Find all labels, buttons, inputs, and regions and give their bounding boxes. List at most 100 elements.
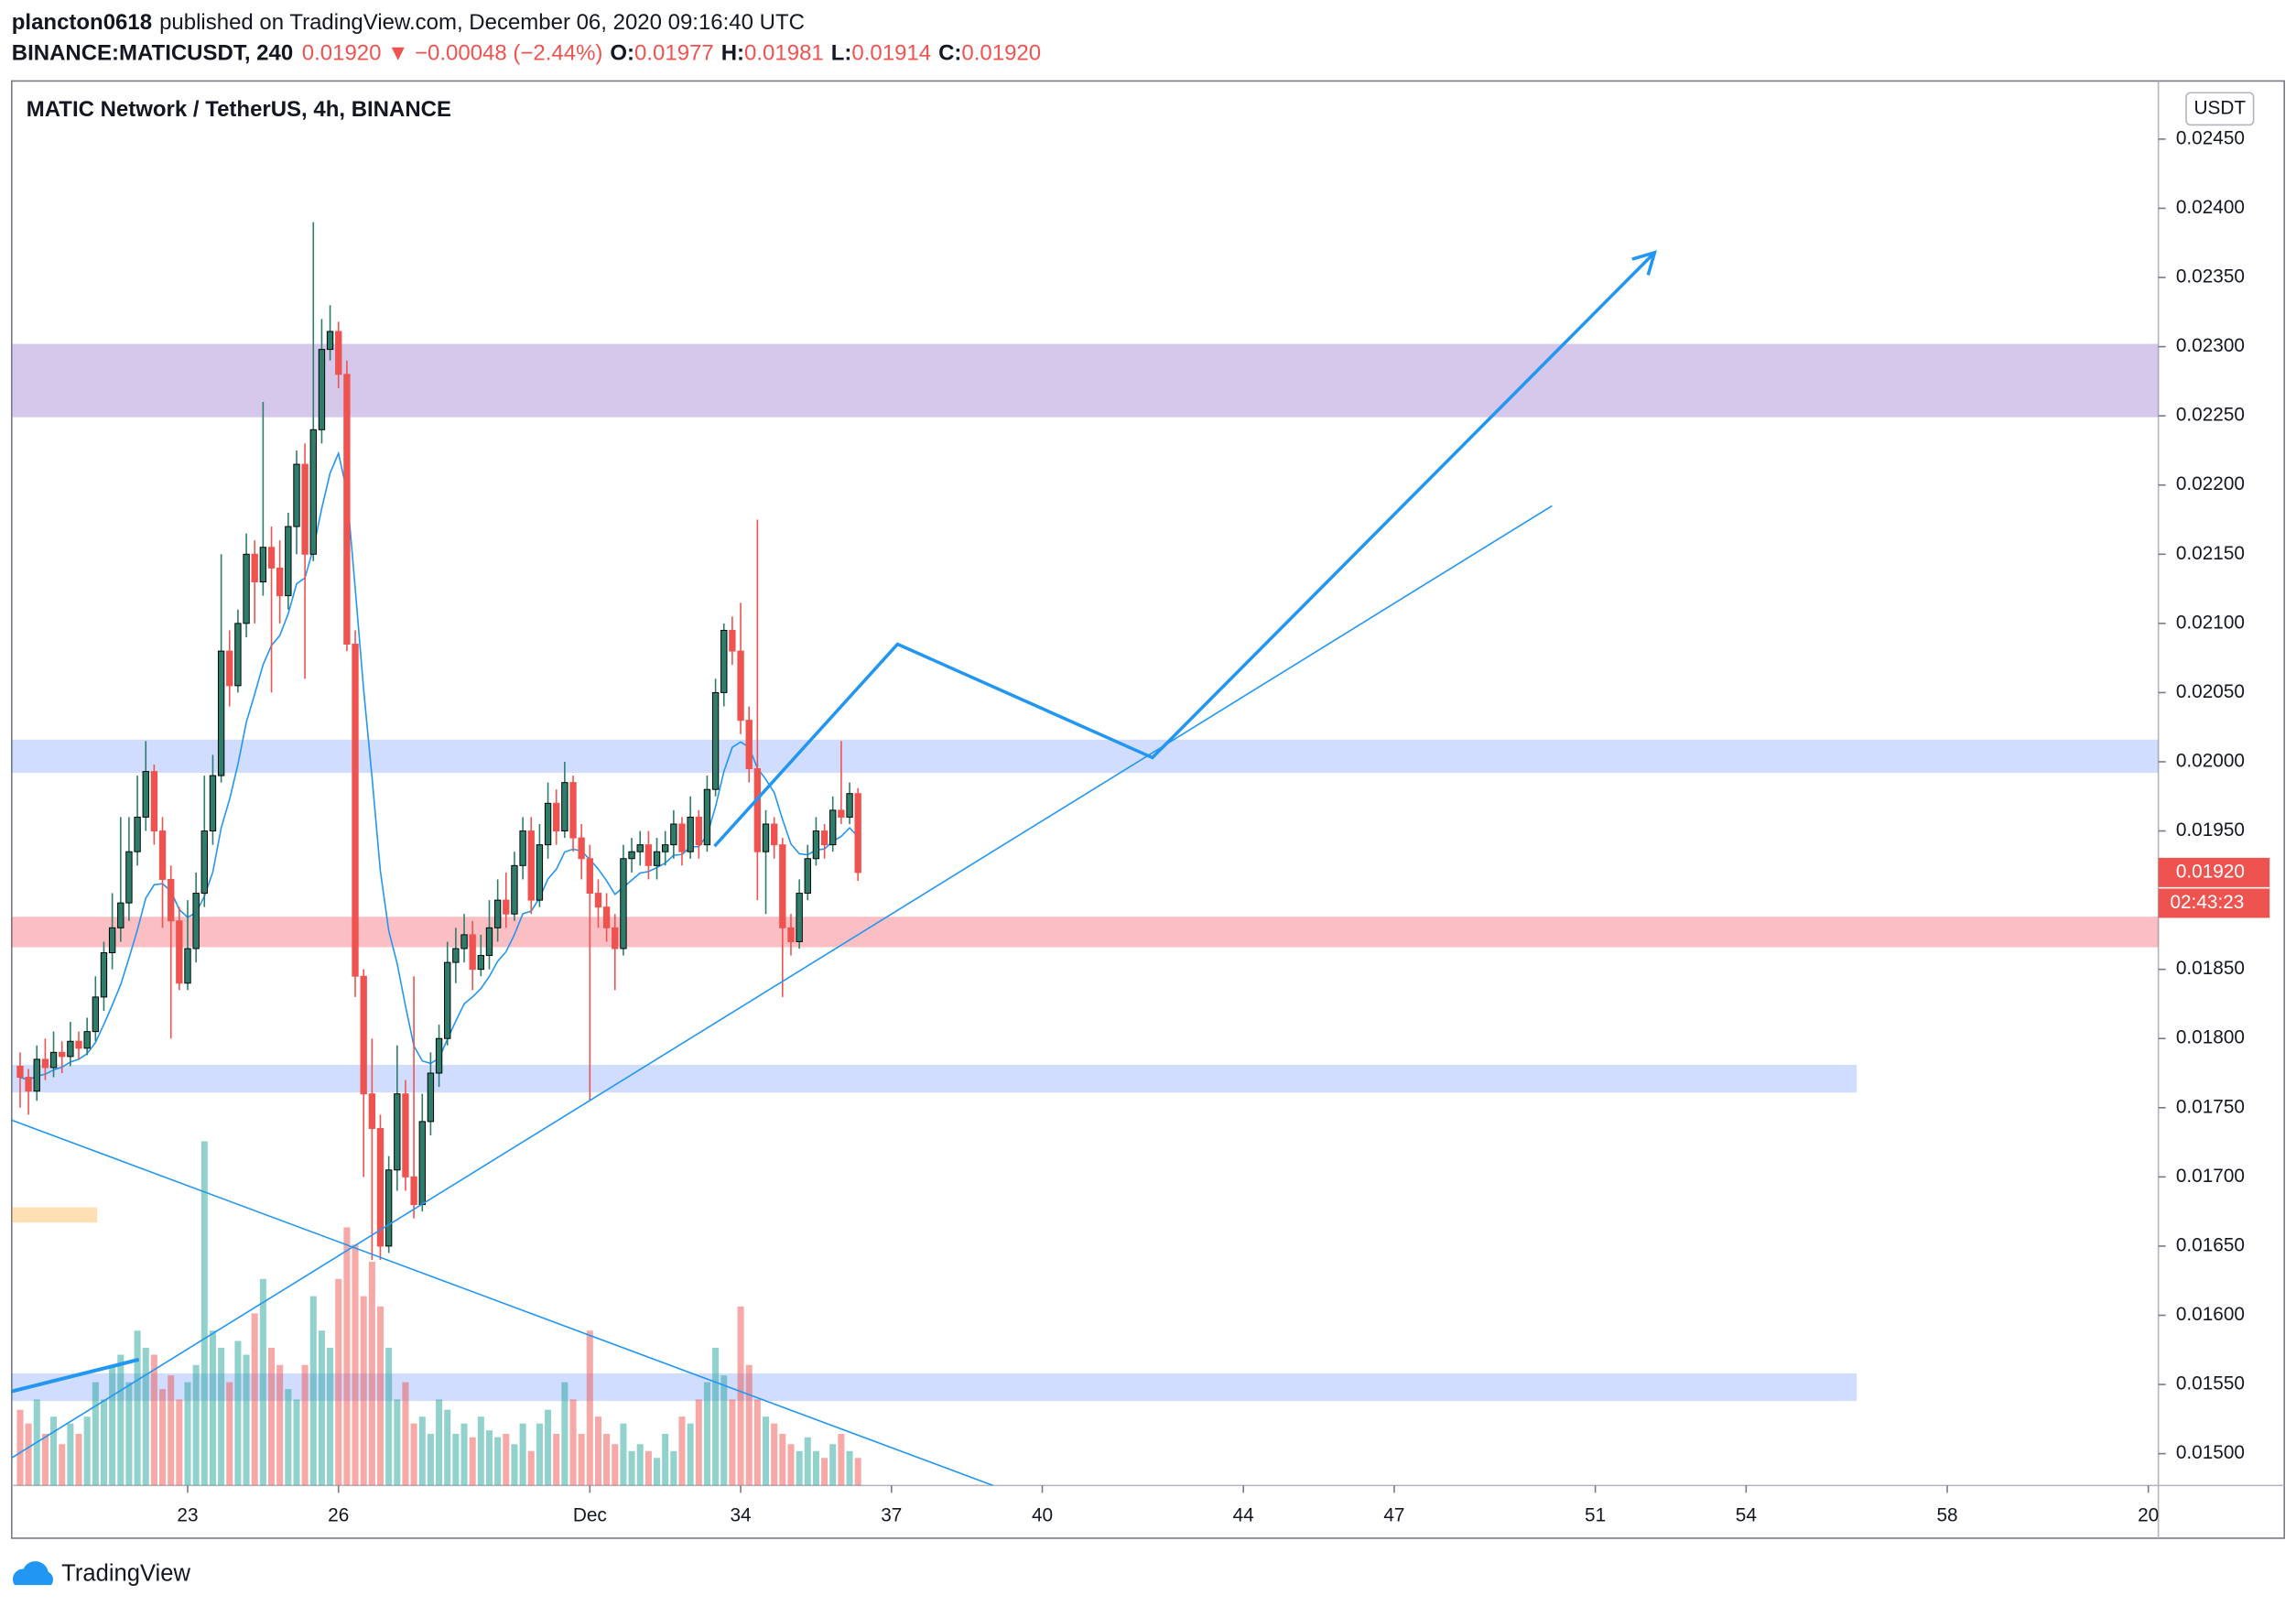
y-tick-label: 0.02350 (2176, 266, 2245, 288)
volume-bar (176, 1399, 183, 1486)
x-tick-label: 54 (1736, 1504, 1757, 1525)
candle-body (117, 902, 125, 928)
arrow-head (1631, 250, 1657, 276)
candle-body (553, 802, 560, 832)
candle-body (787, 927, 795, 942)
volume-bar (787, 1444, 795, 1486)
volume-bar (402, 1382, 409, 1486)
volume-bar (821, 1458, 829, 1486)
candle-body (276, 567, 284, 597)
candle-body (402, 1093, 409, 1177)
candle-body (352, 644, 359, 977)
volume-bar (83, 1416, 91, 1486)
volume-bar (100, 1399, 107, 1486)
x-tick-label: 23 (177, 1504, 198, 1525)
candle-body (158, 830, 167, 880)
volume-bar (59, 1444, 66, 1486)
trend-line (11, 505, 1553, 1459)
x-tick-label: Dec (573, 1504, 607, 1525)
volume-bar (687, 1423, 694, 1486)
c-label: C: (938, 41, 961, 66)
y-tick-label: 0.01950 (2176, 819, 2245, 841)
x-tick-label: 37 (881, 1504, 902, 1525)
symbol: BINANCE:MATICUSDT, 240 (12, 41, 293, 66)
candle-body (594, 893, 602, 908)
candle-body (301, 463, 309, 555)
volume-bar (309, 1296, 317, 1486)
candle-body (854, 793, 861, 874)
candle-body (527, 830, 535, 901)
candle-body (636, 844, 644, 852)
o-value: 0.01977 (634, 41, 714, 66)
volume-bar (25, 1423, 32, 1486)
candle-body (536, 844, 544, 901)
ohlc-line: BINANCE:MATICUSDT, 240 0.01920 ▼ −0.00048 (… (12, 41, 1041, 66)
volume-bar (644, 1450, 652, 1486)
last-price-tag (2158, 857, 2270, 887)
logo-icon (12, 1561, 53, 1586)
volume-bar (695, 1399, 702, 1486)
volume-bar (301, 1364, 309, 1486)
currency-box (2185, 92, 2255, 126)
candle-body (217, 650, 225, 776)
y-tick-label: 0.01700 (2176, 1166, 2245, 1187)
candle-body (285, 526, 292, 597)
volume-bar (561, 1382, 569, 1486)
price-zone (11, 343, 2159, 418)
candle-body (318, 349, 326, 430)
h-value: 0.01981 (744, 41, 824, 66)
candle-body (418, 1121, 426, 1206)
trend-line (11, 1119, 994, 1486)
volume-bar (737, 1306, 744, 1486)
volume-bar (670, 1450, 677, 1486)
volume-bar (394, 1399, 401, 1486)
candle-body (100, 952, 108, 998)
candle-body (368, 1093, 376, 1129)
volume-bar (168, 1375, 175, 1486)
volume-bar (427, 1433, 434, 1486)
price: 0.01920 (302, 41, 382, 66)
candle-body (184, 948, 191, 984)
candle-body (544, 802, 552, 846)
y-tick-label: 0.01650 (2176, 1234, 2245, 1255)
volume-bar (150, 1354, 157, 1486)
candle-body (360, 975, 367, 1095)
countdown-tag (2158, 888, 2270, 918)
volume-bar (200, 1141, 208, 1486)
volume-bar (712, 1348, 720, 1486)
candle-body (234, 623, 242, 687)
volume-bar (519, 1423, 526, 1486)
candle-body (779, 844, 786, 928)
candle-body (209, 775, 217, 832)
volume-bar (376, 1306, 384, 1486)
candle-body (460, 934, 468, 949)
y-tick-label: 0.02450 (2176, 127, 2245, 148)
candle-body (394, 1093, 401, 1171)
candle-body (75, 1040, 82, 1049)
volume-bar (335, 1278, 342, 1486)
candle-body (644, 844, 653, 866)
l-label: L: (831, 41, 852, 66)
volume-bar (142, 1348, 149, 1486)
plot (11, 222, 2159, 1486)
volume-bar (753, 1399, 761, 1486)
x-tick-label: 44 (1233, 1504, 1254, 1525)
candle-body (477, 955, 484, 971)
candle-body (846, 793, 853, 818)
candle-body (25, 1077, 32, 1092)
volume-bar (804, 1437, 811, 1486)
price-zone (11, 1207, 98, 1223)
candle-body (168, 878, 175, 922)
candle-body (192, 893, 200, 949)
candle-body (125, 851, 133, 904)
candle-body (410, 1176, 417, 1206)
candle-body (569, 782, 577, 839)
candle-body (812, 830, 820, 860)
candle-body (687, 816, 694, 852)
countdown: 02:43:23 (2170, 892, 2244, 913)
volume-bar (469, 1437, 476, 1486)
volume-bar (779, 1433, 786, 1486)
candle-body (49, 1051, 58, 1069)
candle-body (243, 553, 250, 624)
volume-bar (218, 1348, 225, 1486)
